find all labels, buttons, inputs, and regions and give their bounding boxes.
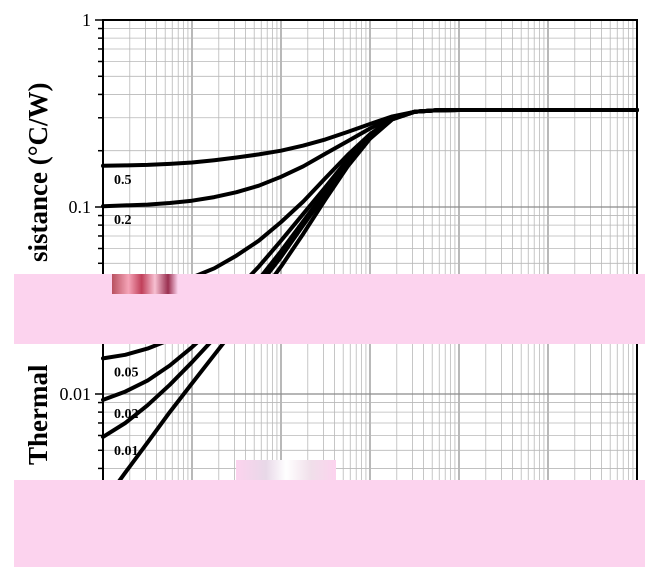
- y-tick-label: 0.01: [60, 384, 92, 404]
- y-axis-label: Thermal sistance (°C/W): [23, 82, 53, 465]
- occluder-noise-patch-lower: [236, 460, 336, 480]
- y-tick-label: 1: [82, 10, 91, 30]
- occluder-noise-patch-upper: [112, 274, 178, 294]
- series-label: 0.01: [114, 444, 139, 459]
- series-line: [101, 108, 639, 506]
- series-label: 0.05: [114, 365, 139, 380]
- y-axis-label-part-2: sistance (°C/W): [23, 82, 53, 262]
- occluding-band-upper: [14, 274, 645, 344]
- series-label: 0.02: [114, 407, 139, 422]
- y-ticks: 1 0.1 0.01: [60, 10, 103, 526]
- series-label: 0.5: [114, 173, 132, 188]
- occluding-band-lower: [14, 480, 645, 567]
- y-tick-label: 0.1: [69, 197, 92, 217]
- series-label: 0.2: [114, 213, 132, 228]
- y-axis-label-part-1: Thermal: [23, 364, 53, 465]
